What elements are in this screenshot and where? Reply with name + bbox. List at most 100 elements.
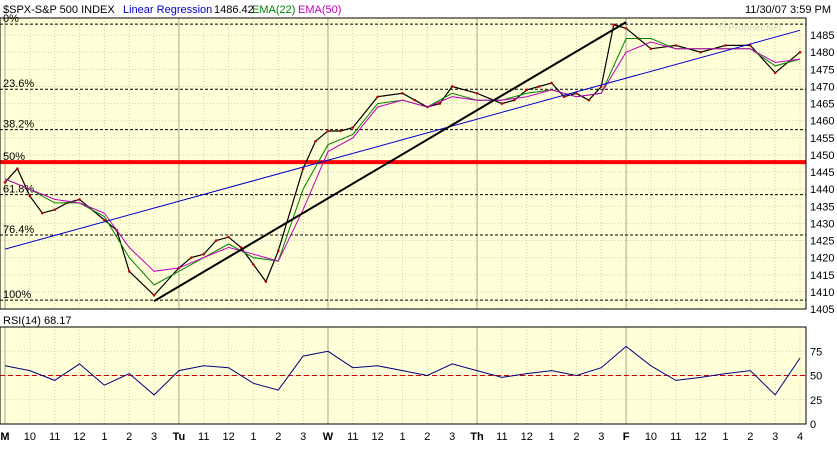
x-tick-label: 1 [101,431,107,443]
price-point [239,246,243,249]
x-axis-ticks: M 10 11 12 1 2 3 Tu 11 12 1 2 3 W 11 12 1 2 3 Th 11 12 1 2 3 F 10 1… [0,431,803,443]
price-point [699,50,702,54]
y-tick-label: 1420 [810,253,834,265]
x-tick-label: Tu [173,431,186,443]
x-tick-label: 3 [300,431,306,443]
y-tick-label: 1480 [810,47,834,59]
price-point [326,129,330,133]
x-tick-label: 11 [670,431,681,443]
x-tick-label: 1 [722,431,728,443]
price-point [214,239,218,242]
x-tick-label: 11 [347,431,358,443]
price-point [152,294,156,297]
x-tick-label: 11 [496,431,507,443]
price-point [376,95,379,99]
fib-label-76-4: 76.4% [3,224,34,236]
y-tick-label: 1455 [810,133,834,145]
price-point [314,139,317,143]
chart-date: 11/30/07 3:59 PM [745,4,831,16]
price-point [525,88,529,92]
price-point [339,129,342,133]
y-axis-ticks: 1405 1410 1415 1420 1425 1430 1435 1440 1445 1450… [810,30,834,431]
x-tick-label: 12 [73,431,85,443]
x-tick-label: 3 [772,431,778,443]
series-trend [153,21,627,302]
x-tick-label: 2 [126,431,132,443]
y-tick-label: 1410 [810,287,834,299]
price-point [749,44,752,47]
x-tick-label: 2 [424,431,430,443]
fib-label-50: 50% [3,151,25,163]
price-point [127,270,131,273]
rsi-panel-frame [0,326,807,425]
rsi-y-tick-label: 0 [810,419,816,431]
x-tick-label: 1 [549,431,555,443]
price-point [252,263,255,266]
price-point [475,92,479,95]
price-point [40,211,44,215]
symbol-title: $SPX-S&P 500 INDEX [3,4,115,16]
rsi-y-tick-label: 50 [810,371,822,383]
price-point [537,85,541,88]
x-tick-label: 1 [399,431,405,443]
y-tick-label: 1430 [810,218,834,230]
price-point [16,167,19,170]
x-tick-label: Th [470,431,484,443]
price-point [351,126,355,129]
x-tick-label: F [623,431,630,443]
price-point [773,71,777,75]
y-tick-label: 1470 [810,81,834,93]
price-point [587,98,591,102]
price-point [3,181,7,184]
fib-label-23-6: 23.6% [3,78,34,90]
price-point [450,85,454,88]
y-tick-label: 1425 [810,236,834,248]
x-tick-label: 11 [49,431,60,443]
indicator-name: Linear Regression [123,4,212,16]
x-tick-label: 10 [645,431,657,443]
x-tick-label: 3 [598,431,604,443]
price-point [301,167,305,170]
fibonacci-levels: 0% 23.6% 38.2% 50% 61.8% 76.4% 100% [0,13,806,301]
series-rsi-14 [4,345,801,396]
rsi-y-tick-label: 25 [810,395,822,407]
fib-label-0: 0% [3,13,19,25]
price-point [674,44,678,47]
price-point [612,23,615,27]
fib-label-38-2: 38.2% [3,119,34,131]
price-point [512,98,516,102]
price-panel-frame [0,17,807,310]
fib-label-61-8: 61.8% [3,184,34,196]
y-tick-label: 1485 [810,30,834,42]
x-tick-label: 4 [797,431,803,443]
x-tick-label: 3 [151,431,157,443]
x-tick-label: 11 [198,431,209,443]
price-point [575,92,578,95]
x-tick-label: W [323,431,334,443]
price-point [401,92,404,95]
indicator-value: 1486.42 [214,4,254,16]
x-tick-label: 2 [573,431,579,443]
price-point [53,208,56,212]
price-point [413,98,417,102]
price-point [276,249,280,253]
rsi-label: RSI(14) 68.17 [3,315,71,327]
price-point [264,280,268,283]
ema22-label: EMA(22) [252,4,295,16]
price-point [28,194,32,198]
series-ema-50 [4,41,801,272]
x-tick-label: 12 [521,431,533,443]
price-point [798,50,802,54]
price-point [103,218,106,222]
fib-label-100: 100% [3,289,31,301]
price-point [78,198,81,201]
y-tick-label: 1465 [810,99,834,111]
rsi-y-tick-label: 75 [810,346,822,358]
ema50-label: EMA(50) [298,4,341,16]
price-point [227,235,230,239]
price-point [624,26,628,30]
x-tick-label: 2 [275,431,281,443]
price-point [724,44,727,47]
